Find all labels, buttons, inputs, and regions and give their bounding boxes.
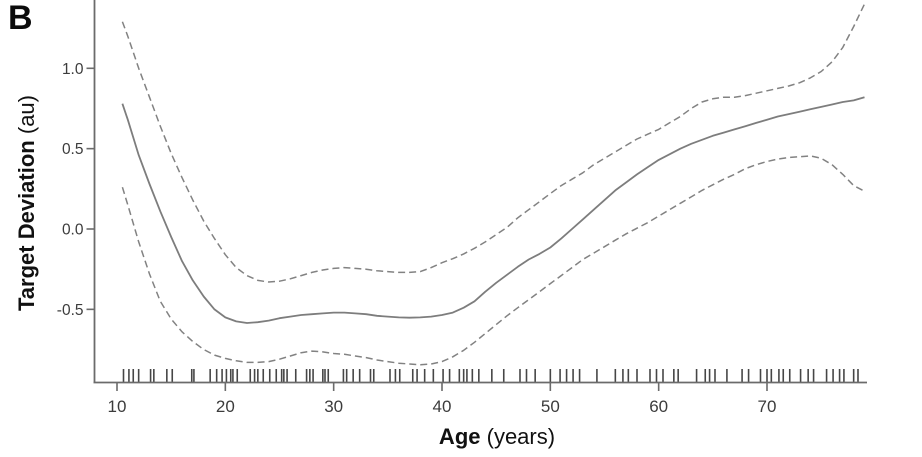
x-tick-label: 60 [649, 397, 668, 416]
fit-line [121, 96, 865, 324]
x-axis-title-main: Age [438, 424, 481, 449]
y-tick-label: 1.0 [62, 61, 84, 78]
y-axis-title-main: Target Deviation [14, 140, 39, 311]
y-tick-label: 0.0 [62, 222, 84, 239]
y-tick-label: -0.5 [57, 302, 84, 319]
panel-label: B [8, 0, 33, 37]
x-tick-label: 40 [433, 397, 452, 416]
y-axis-title: Target Deviation (au) [14, 95, 40, 311]
x-axis-title-unit: (years) [486, 424, 556, 449]
x-tick-label: 30 [324, 397, 343, 416]
upper-ci-line [121, 3, 866, 283]
x-tick-label: 20 [216, 397, 235, 416]
x-tick-label: 50 [541, 397, 560, 416]
x-tick-label: 10 [108, 397, 127, 416]
x-tick-label: 70 [758, 397, 777, 416]
y-tick-label: 0.5 [62, 141, 84, 158]
lower-ci-line [121, 155, 865, 366]
x-axis-title: Age (years) [439, 424, 555, 450]
y-axis-title-unit: (au) [14, 95, 39, 135]
